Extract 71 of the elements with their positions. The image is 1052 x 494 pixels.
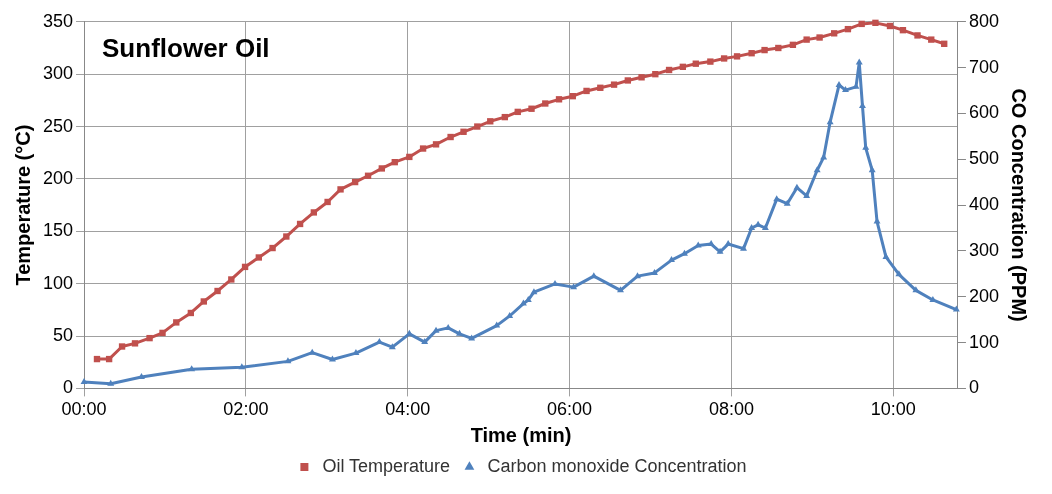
point — [859, 102, 866, 109]
point — [432, 326, 440, 333]
point — [570, 283, 578, 290]
point — [761, 224, 769, 231]
point — [740, 244, 747, 251]
point — [855, 58, 863, 65]
point — [842, 86, 849, 93]
point — [716, 247, 724, 254]
point — [328, 355, 336, 362]
point — [754, 220, 762, 227]
point — [530, 288, 538, 295]
point — [783, 199, 791, 206]
point — [138, 372, 145, 379]
point — [651, 268, 658, 275]
y2-tick-label: 300 — [968, 239, 1000, 260]
point — [835, 81, 843, 88]
x-tick-label: 02:00 — [223, 399, 269, 420]
point — [456, 329, 463, 336]
point — [707, 240, 715, 247]
x-tick-label: 04:00 — [385, 399, 431, 420]
point — [634, 272, 641, 279]
point — [524, 295, 532, 302]
y-tick-label: 50 — [53, 325, 74, 345]
point — [506, 312, 514, 318]
text: Sunflower Oil — [102, 32, 270, 63]
y-tick-label: 150 — [42, 220, 74, 241]
point — [895, 270, 903, 277]
y2-tick-label: 200 — [968, 285, 1000, 306]
point — [793, 183, 801, 190]
x-tick-label: 10:00 — [870, 399, 916, 420]
y2-axis-title: CO Concentration (PPM) — [1008, 88, 1031, 322]
y-tick-label: 250 — [42, 115, 74, 136]
y-tick-label: 100 — [42, 272, 74, 293]
point — [882, 252, 890, 259]
y2-tick-label: 100 — [968, 331, 1000, 352]
y2-tick-label: 0 — [968, 377, 979, 398]
point — [352, 349, 360, 356]
x-tick-label: 08:00 — [708, 399, 754, 420]
point — [617, 286, 624, 293]
point — [826, 118, 834, 125]
y2-tick-label: 800 — [968, 10, 1000, 31]
legend-label: Oil Temperature — [322, 455, 451, 476]
point — [493, 321, 501, 328]
y-tick-label: 350 — [42, 10, 74, 31]
point — [813, 166, 821, 173]
point — [188, 365, 196, 372]
point — [405, 329, 413, 336]
point — [912, 286, 920, 293]
point — [803, 191, 811, 198]
point — [748, 224, 756, 231]
y-tick-label: 200 — [42, 167, 74, 188]
point — [107, 379, 115, 386]
point — [421, 338, 429, 345]
x-tick-label: 06:00 — [547, 399, 593, 420]
x-tick-label: 00:00 — [61, 399, 107, 420]
point — [80, 377, 88, 384]
y-axis-title: Temperature (°C) — [11, 124, 34, 286]
point — [388, 343, 396, 350]
y-tick-label: 0 — [63, 377, 74, 398]
legend-label: Carbon monoxide Concentration — [487, 455, 747, 476]
y2-tick-label: 500 — [968, 148, 1000, 169]
y-tick-label: 300 — [42, 63, 74, 84]
x-axis-title: Time (min) — [470, 423, 572, 446]
point — [668, 256, 675, 263]
point — [519, 299, 527, 306]
y2-tick-label: 600 — [968, 102, 1000, 123]
y2-tick-label: 400 — [968, 194, 1000, 215]
point — [444, 323, 452, 330]
y2-tick-label: 700 — [968, 56, 1000, 77]
point — [868, 166, 876, 173]
point — [952, 305, 960, 312]
